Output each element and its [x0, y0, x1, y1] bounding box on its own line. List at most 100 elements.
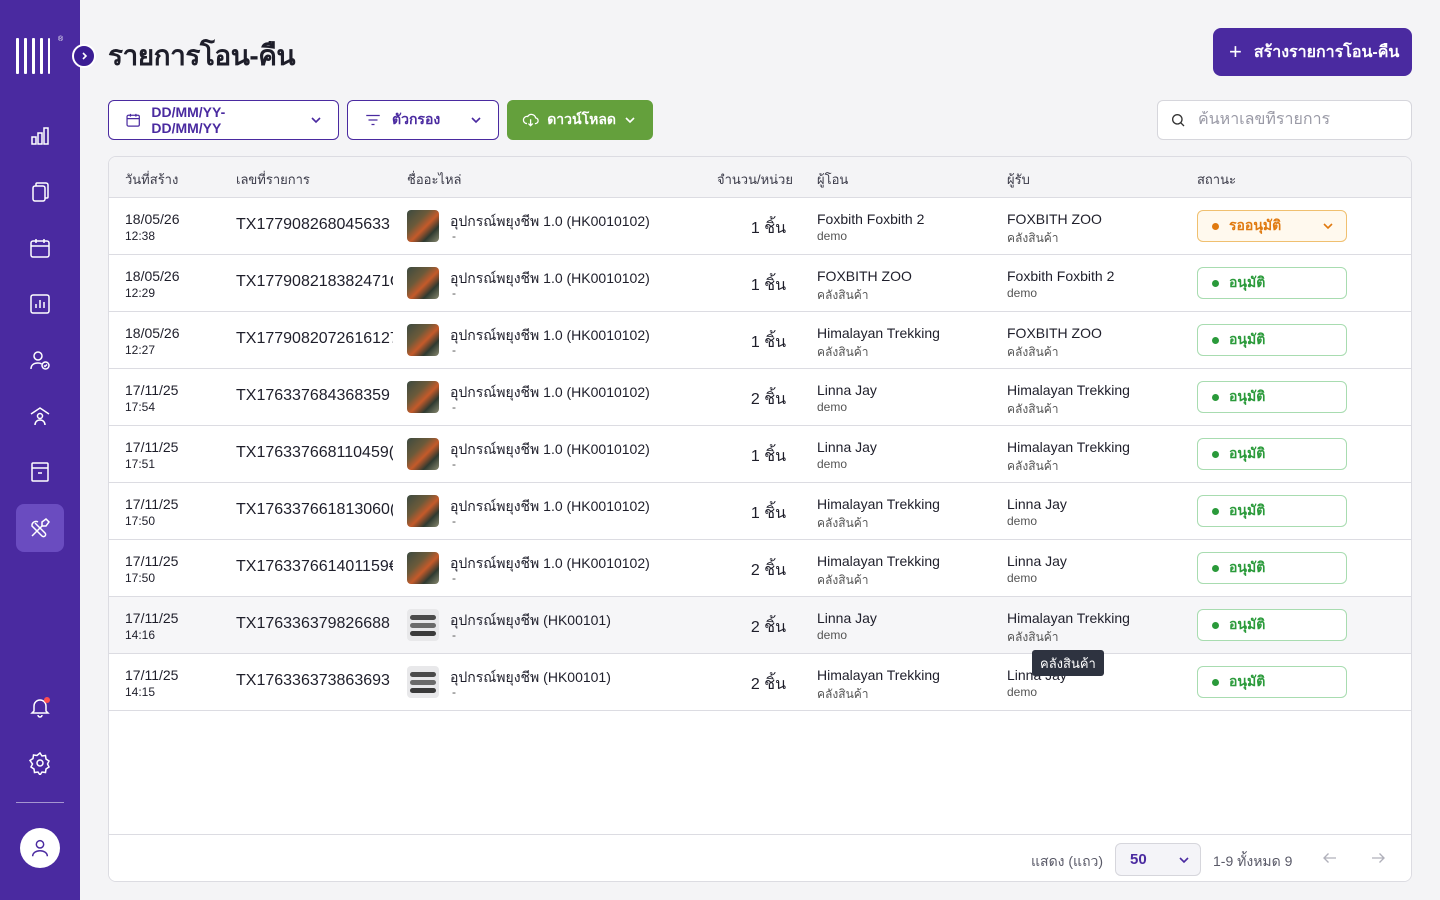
- documents-icon: [32, 182, 49, 202]
- row-txid[interactable]: TX176336373863693: [236, 672, 390, 689]
- row-txid[interactable]: TX176337661813060(: [236, 501, 393, 518]
- row-txid[interactable]: TX176337668110459(: [236, 444, 393, 461]
- row-product-sub: -: [452, 514, 456, 528]
- table-row[interactable]: 17/11/25 17:51 TX176337668110459(อุปกรณ์พย…: [109, 426, 1411, 483]
- row-quantity: 2 ชิ้น: [750, 391, 786, 408]
- search-box[interactable]: [1157, 100, 1412, 140]
- archive-icon: [31, 462, 49, 482]
- row-product-sub: -: [452, 457, 456, 471]
- status-dot: [1212, 222, 1219, 230]
- filter-button[interactable]: ตัวกรอง: [347, 100, 499, 140]
- row-txid[interactable]: TX177908268045633: [236, 216, 390, 233]
- row-quantity: 1 ชิ้น: [750, 220, 786, 237]
- status-badge: อนุมัติ: [1197, 495, 1347, 527]
- row-receiver-sub: demo: [1007, 571, 1038, 585]
- row-sender: FOXBITH ZOO: [817, 268, 912, 284]
- row-sender-sub: คลังสินค้า: [817, 288, 869, 302]
- sidebar-collapse-button[interactable]: [72, 44, 96, 68]
- next-page-button[interactable]: [1369, 849, 1389, 869]
- row-receiver-sub: คลังสินค้า: [1007, 630, 1059, 644]
- plus-icon: +: [1229, 39, 1242, 64]
- table-row[interactable]: 18/05/26 12:27 TX1779082072616127 อุปกรณ์พย…: [109, 312, 1411, 369]
- tooltip: คลังสินค้า: [1032, 650, 1104, 676]
- row-sender-sub: คลังสินค้า: [817, 687, 869, 701]
- search-input[interactable]: [1198, 111, 1398, 129]
- row-product-name: อุปกรณ์พยุงชีพ 1.0 (HK0010102): [450, 441, 650, 457]
- row-product-sub: -: [452, 400, 456, 414]
- row-product-name: อุปกรณ์พยุงชีพ (HK00101): [450, 612, 611, 628]
- sidebar-item-notifications[interactable]: [16, 683, 64, 731]
- row-txid[interactable]: TX1779082072616127: [236, 330, 393, 347]
- row-sender: Linna Jay: [817, 610, 877, 626]
- sidebar-item-tools[interactable]: [16, 504, 64, 552]
- status-dot: [1212, 621, 1219, 629]
- sidebar-item-calendar[interactable]: [16, 224, 64, 272]
- create-transfer-button[interactable]: + สร้างรายการโอน-คืน: [1213, 28, 1412, 76]
- row-date: 17/11/25: [125, 610, 179, 626]
- table-row[interactable]: 18/05/26 12:38 TX177908268045633 อุปกรณ์พยุ…: [109, 198, 1411, 255]
- row-receiver: Himalayan Trekking: [1007, 382, 1130, 398]
- status-badge[interactable]: รออนุมัติ: [1197, 210, 1347, 242]
- prev-page-button[interactable]: [1321, 849, 1341, 869]
- row-txid[interactable]: TX177908218382471C: [236, 273, 393, 290]
- rows-per-page-label: แสดง (แถว): [1031, 853, 1104, 869]
- table-row[interactable]: 17/11/25 17:50 TX176337661813060(อุปกรณ์พย…: [109, 483, 1411, 540]
- table-row[interactable]: 18/05/26 12:29 TX177908218382471C อุปกรณ์พย…: [109, 255, 1411, 312]
- sidebar-item-report[interactable]: [16, 280, 64, 328]
- row-time: 12:38: [125, 229, 156, 243]
- bell-icon: [30, 699, 50, 718]
- create-transfer-label: สร้างรายการโอน-คืน: [1253, 43, 1400, 61]
- product-thumbnail: [407, 210, 439, 242]
- row-date: 17/11/25: [125, 667, 179, 683]
- status-dot: [1212, 279, 1219, 287]
- row-date: 17/11/25: [125, 382, 179, 398]
- row-txid[interactable]: TX176336379826688: [236, 615, 390, 632]
- arrow-left-icon: [1323, 853, 1336, 863]
- table-row[interactable]: 17/11/25 17:50 TX176337661401159€ อุปกรณ์พย…: [109, 540, 1411, 597]
- row-sender: Himalayan Trekking: [817, 496, 940, 512]
- table-row[interactable]: 17/11/25 14:15 TX176336373863693 อุปกรณ์พยุ…: [109, 654, 1411, 711]
- pagination-info: 1-9 ทั้งหมด 9: [1213, 853, 1293, 869]
- brand-logo[interactable]: ®: [14, 36, 66, 76]
- notification-dot: [44, 697, 50, 703]
- row-sender: Himalayan Trekking: [817, 553, 940, 569]
- sidebar-item-documents[interactable]: [16, 168, 64, 216]
- row-receiver: FOXBITH ZOO: [1007, 211, 1102, 227]
- row-txid[interactable]: TX176337684368359: [236, 387, 390, 404]
- row-quantity: 1 ชิ้น: [750, 277, 786, 294]
- sidebar-item-archive[interactable]: [16, 448, 64, 496]
- status-label: อนุมัติ: [1229, 502, 1266, 518]
- sidebar-item-settings[interactable]: [16, 739, 64, 787]
- row-quantity: 2 ชิ้น: [750, 562, 786, 579]
- warehouse-icon: [30, 407, 50, 426]
- row-sender-sub: demo: [817, 229, 848, 243]
- product-thumbnail: [407, 552, 439, 584]
- sidebar-item-warehouse[interactable]: [16, 392, 64, 440]
- row-product-name: อุปกรณ์พยุงชีพ 1.0 (HK0010102): [450, 270, 650, 286]
- rows-per-page-value: 50: [1130, 851, 1147, 868]
- row-receiver: Himalayan Trekking: [1007, 610, 1130, 626]
- sidebar-item-dashboard[interactable]: [16, 112, 64, 160]
- row-receiver: Linna Jay: [1007, 496, 1067, 512]
- avatar[interactable]: [20, 828, 60, 868]
- column-header-txid: เลขที่รายการ: [236, 172, 310, 187]
- status-label: อนุมัติ: [1229, 388, 1266, 404]
- column-header-receiver: ผู้รับ: [1007, 172, 1030, 187]
- row-sender: Foxbith Foxbith 2: [817, 211, 925, 227]
- table-row[interactable]: 17/11/25 14:16 TX176336379826688 อุปกรณ์พยุ…: [109, 597, 1411, 654]
- status-badge: อนุมัติ: [1197, 609, 1347, 641]
- row-product-name: อุปกรณ์พยุงชีพ (HK00101): [450, 669, 611, 685]
- status-label: อนุมัติ: [1229, 274, 1266, 290]
- status-badge: อนุมัติ: [1197, 552, 1347, 584]
- row-receiver-sub: demo: [1007, 286, 1038, 300]
- download-button[interactable]: ดาวน์โหลด: [507, 100, 653, 140]
- row-txid[interactable]: TX176337661401159€: [236, 558, 393, 575]
- row-product-sub: -: [452, 571, 456, 585]
- row-date: 18/05/26: [125, 325, 180, 341]
- row-receiver: Himalayan Trekking: [1007, 439, 1130, 455]
- sidebar-item-users[interactable]: [16, 336, 64, 384]
- rows-per-page-select[interactable]: 50: [1115, 843, 1201, 876]
- row-sender: Himalayan Trekking: [817, 667, 940, 683]
- table-row[interactable]: 17/11/25 17:54 TX176337684368359 อุปกรณ์พยุ…: [109, 369, 1411, 426]
- date-range-picker[interactable]: DD/MM/YY-DD/MM/YY: [108, 100, 339, 140]
